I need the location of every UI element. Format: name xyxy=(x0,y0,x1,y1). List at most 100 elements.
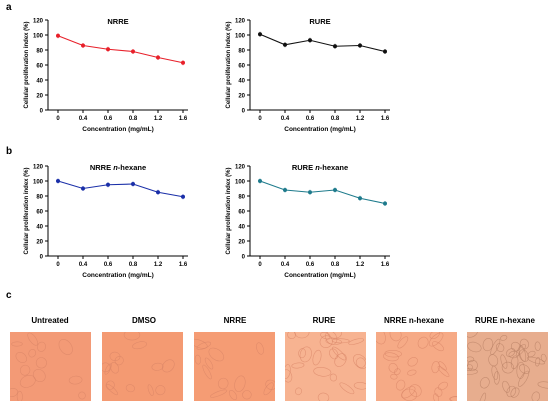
x-tick-label: 0.8 xyxy=(331,262,340,268)
cell-outline xyxy=(534,341,541,351)
cell-outline xyxy=(265,379,275,390)
chart-title: NRRE n-hexane xyxy=(90,163,146,172)
x-tick-label: 0.4 xyxy=(79,262,88,268)
chart-4: 0 20 40 60 80 100 120 0 0.4 0.6 0.8 1.2 1.6 Concentra… xyxy=(226,163,390,279)
y-tick-label: 20 xyxy=(238,94,245,100)
cell-outline xyxy=(106,383,119,396)
x-axis-label: Concentration (mg/mL) xyxy=(284,272,356,279)
cell-outline xyxy=(348,338,365,345)
cell-outline xyxy=(109,351,121,362)
x-tick-label: 0.8 xyxy=(129,116,138,122)
cell-outline xyxy=(437,365,450,378)
x-tick-label: 1.6 xyxy=(381,262,390,268)
cell-outline xyxy=(389,332,402,342)
cell-outline xyxy=(394,368,401,376)
x-tick-label: 0 xyxy=(56,116,60,122)
micrograph-nrre-n-hexane xyxy=(376,332,457,401)
cell-outline xyxy=(516,361,525,379)
cell-outline xyxy=(527,350,536,358)
x-tick-label: 1.2 xyxy=(154,116,163,122)
cell-outline xyxy=(500,335,508,341)
cell-outline xyxy=(256,342,264,355)
cell-outline xyxy=(329,348,339,360)
x-tick-label: 0.6 xyxy=(306,262,315,268)
panel-label-a: a xyxy=(6,2,12,13)
cell-outline xyxy=(208,347,225,362)
cell-outline xyxy=(151,362,164,371)
cell-outline xyxy=(339,382,355,395)
cell-outline xyxy=(15,352,28,363)
chart-2: 0 20 40 60 80 100 120 0 0.4 0.6 0.8 1.2 1.6 Concentra… xyxy=(226,17,390,133)
cell-outline xyxy=(467,356,475,363)
y-axis-label: Cellular proliferation index (%) xyxy=(24,167,30,254)
cell-outline xyxy=(194,354,202,365)
y-tick-label: 20 xyxy=(238,240,245,246)
micrograph-label-untreated: Untreated xyxy=(31,316,69,325)
y-tick-label: 100 xyxy=(33,34,44,40)
y-axis-label: Cellular proliferation index (%) xyxy=(24,21,30,108)
cell-outline xyxy=(132,341,148,350)
cell-outline xyxy=(313,367,332,377)
cell-outline xyxy=(325,332,338,345)
x-tick-label: 0.6 xyxy=(306,116,315,122)
cell-outline xyxy=(449,396,457,401)
series-line xyxy=(57,180,184,198)
cell-outline xyxy=(294,332,310,339)
y-axis-label: Cellular proliferation index (%) xyxy=(226,167,232,254)
cell-outline xyxy=(285,364,291,379)
cell-outline xyxy=(535,357,541,367)
cell-outline xyxy=(433,393,439,401)
cell-outline xyxy=(317,392,330,401)
cell-outline xyxy=(10,388,18,397)
x-tick-label: 0.4 xyxy=(281,262,290,268)
y-tick-label: 80 xyxy=(36,49,43,55)
x-tick-label: 0 xyxy=(258,262,262,268)
y-tick-label: 40 xyxy=(238,79,245,85)
y-tick-label: 20 xyxy=(36,240,43,246)
x-tick-label: 1.2 xyxy=(154,262,163,268)
cell-outline xyxy=(78,391,86,400)
cell-outline xyxy=(194,338,208,349)
x-tick-label: 1.2 xyxy=(356,262,365,268)
cell-outline xyxy=(37,341,46,352)
micrograph-label-nrre-n-hexane: NRRE n-hexane xyxy=(383,316,444,325)
cell-outline xyxy=(395,379,406,391)
y-tick-label: 60 xyxy=(238,210,245,216)
cell-outline xyxy=(407,369,417,376)
cell-outline xyxy=(68,375,83,385)
cell-outline xyxy=(479,377,490,389)
cell-outline xyxy=(334,353,347,367)
cell-outline xyxy=(242,390,252,400)
cell-outline xyxy=(531,391,541,401)
cell-outline xyxy=(202,364,212,380)
y-tick-label: 0 xyxy=(40,255,44,261)
cell-outline xyxy=(35,357,47,369)
cell-outline xyxy=(102,362,111,373)
y-tick-label: 80 xyxy=(36,195,43,201)
x-axis-label: Concentration (mg/mL) xyxy=(82,272,154,279)
cell-outline xyxy=(204,357,214,370)
x-tick-label: 0.6 xyxy=(104,116,113,122)
cell-outline xyxy=(431,361,440,374)
cell-outline xyxy=(467,332,479,338)
x-tick-label: 0.4 xyxy=(281,116,290,122)
cell-outline xyxy=(16,390,23,401)
cell-outline xyxy=(161,359,175,373)
cell-outline xyxy=(437,381,448,391)
cell-outline xyxy=(383,352,399,362)
cell-outline xyxy=(501,361,514,374)
cell-outline xyxy=(110,362,120,374)
cell-outline xyxy=(409,384,422,397)
cell-outline xyxy=(467,341,482,353)
y-axis-label: Cellular proliferation index (%) xyxy=(226,21,232,108)
cell-outline xyxy=(401,386,416,399)
cell-outline xyxy=(27,332,39,346)
cell-outline xyxy=(329,373,338,382)
cell-outline xyxy=(527,356,546,365)
y-tick-label: 100 xyxy=(33,180,44,186)
x-tick-label: 0.6 xyxy=(104,262,113,268)
cell-outline xyxy=(493,371,500,385)
micrograph-label-rure-n-hexane: RURE n-hexane xyxy=(474,316,535,325)
y-tick-label: 40 xyxy=(238,225,245,231)
chart-3: 0 20 40 60 80 100 120 0 0.4 0.6 0.8 1.2 1.6 Concentra… xyxy=(24,163,188,279)
